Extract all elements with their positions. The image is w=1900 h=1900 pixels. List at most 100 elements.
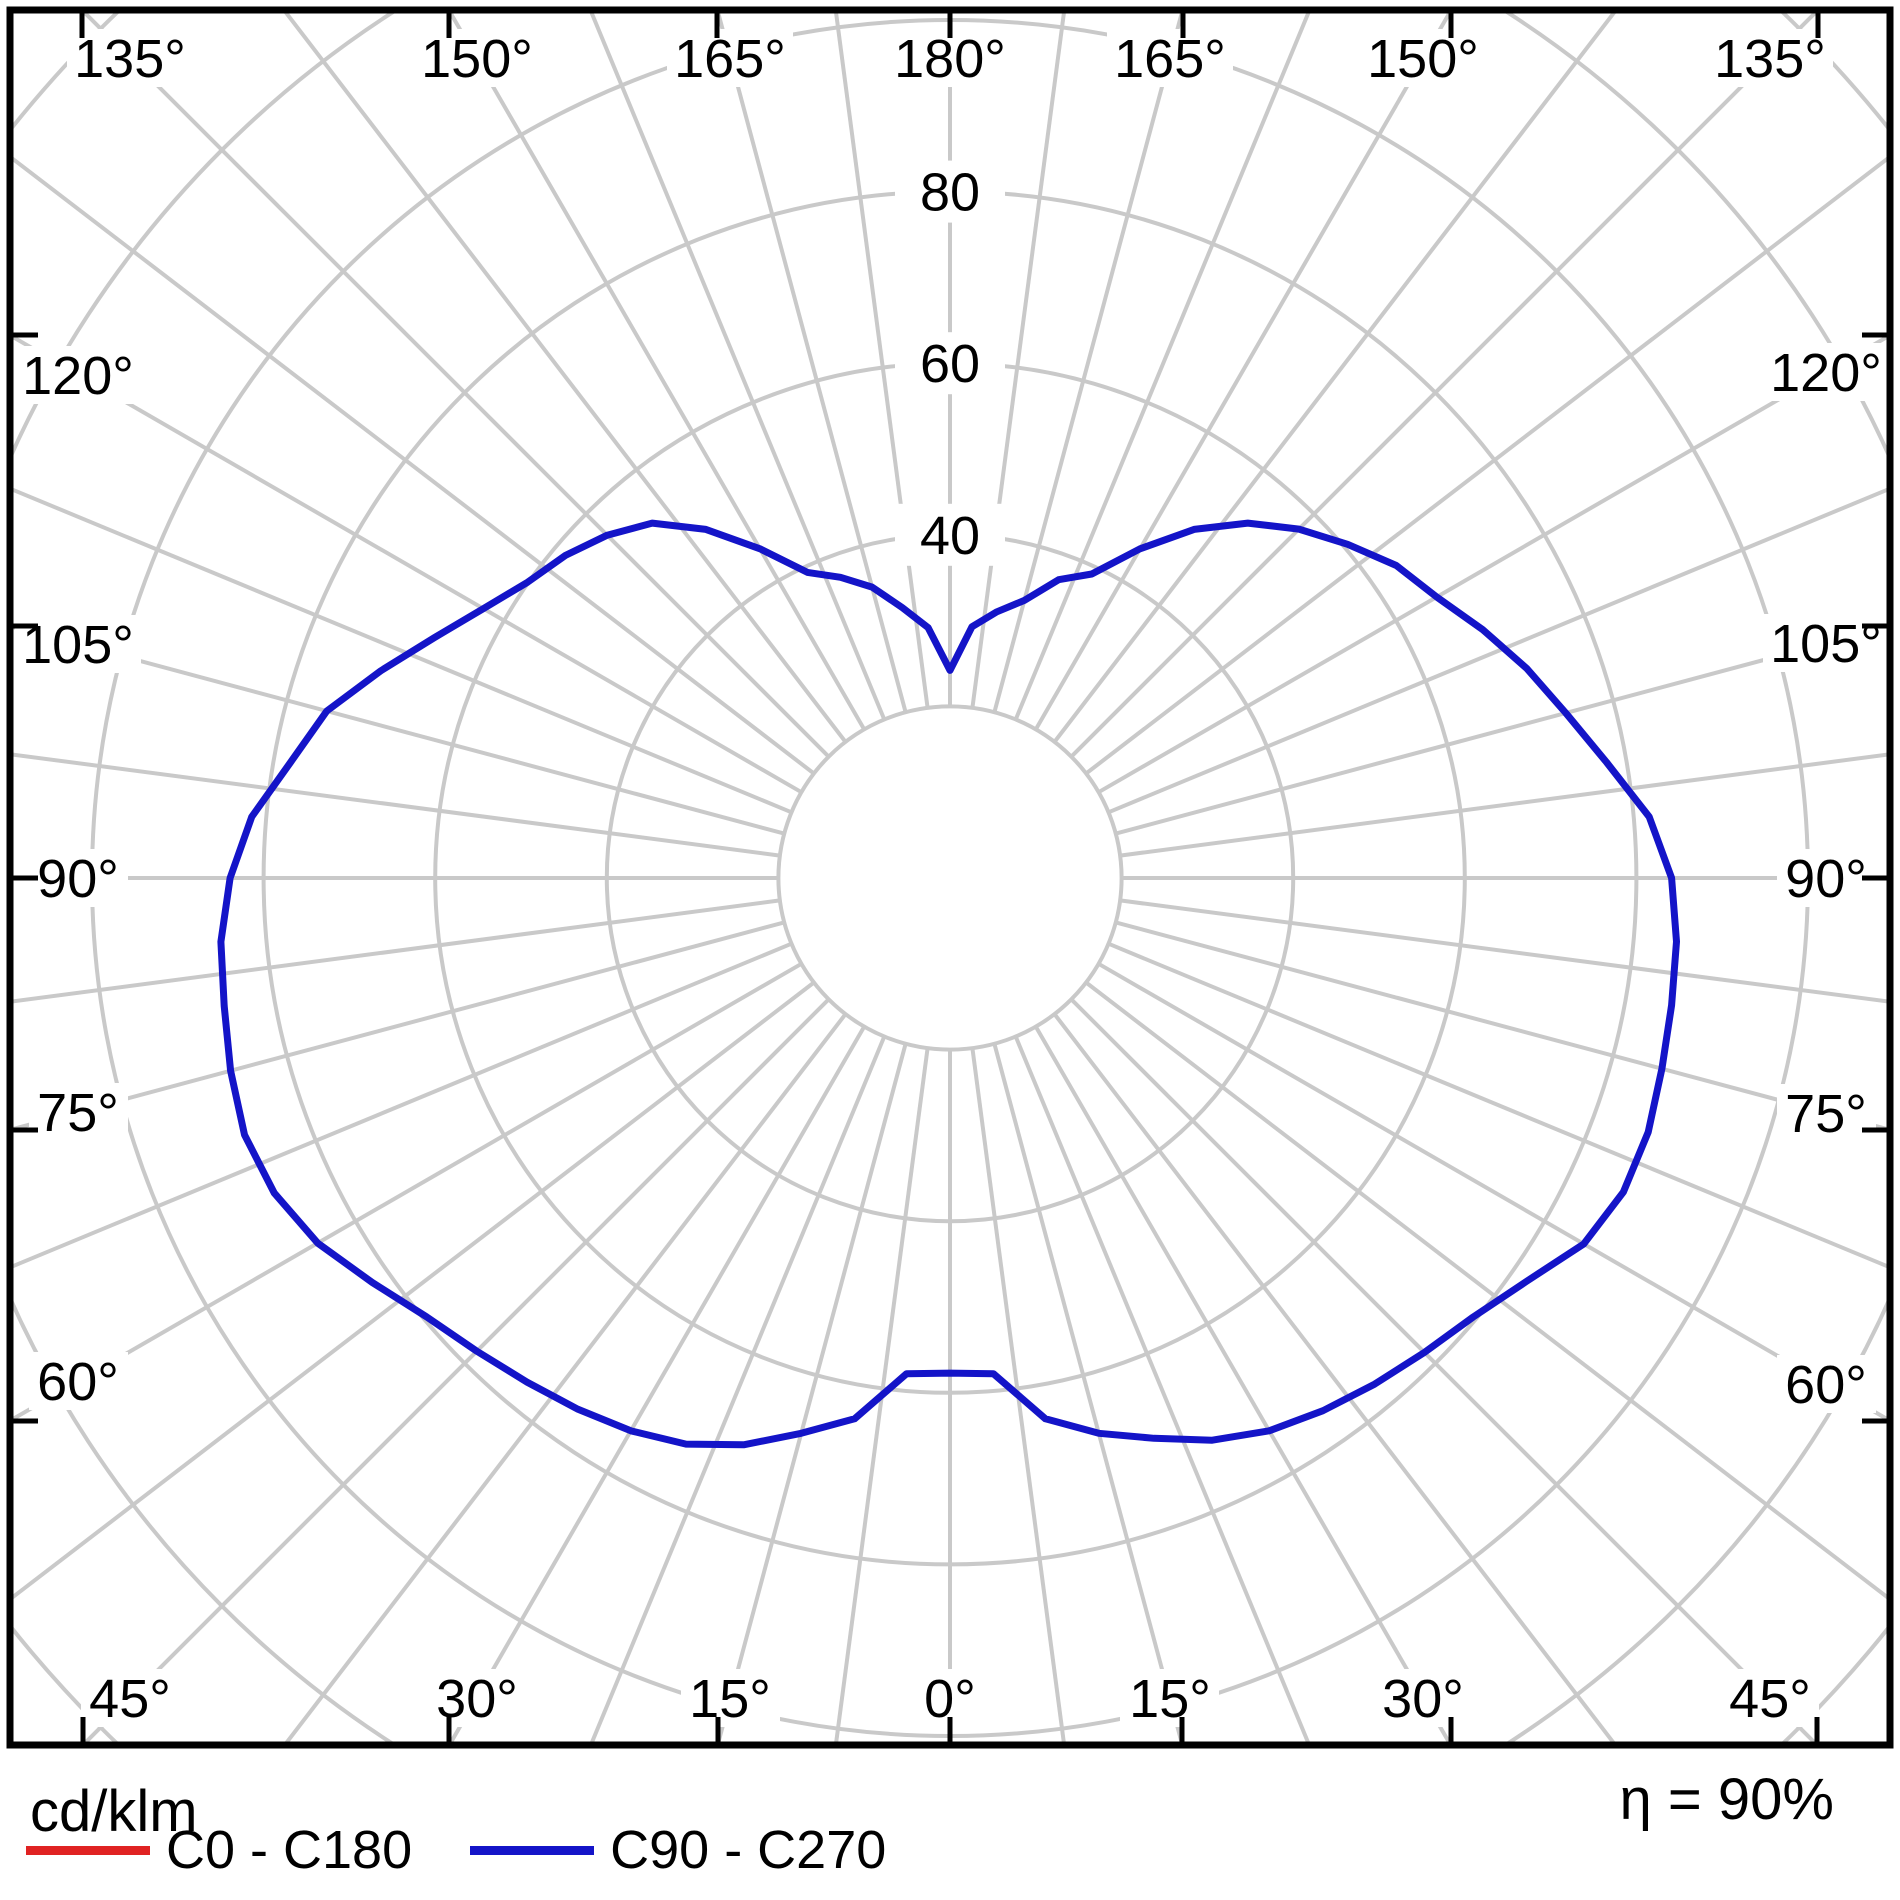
grid-spoke-225 xyxy=(79,10,831,759)
angle-label-halo xyxy=(681,1669,780,1727)
angle-label-150-right: 150° xyxy=(1367,29,1479,89)
angle-label-90-right: 90° xyxy=(1785,849,1867,909)
angle-label-135-left: 135° xyxy=(74,29,186,89)
angle-label-15-right: 15° xyxy=(1129,1669,1211,1729)
grid-spoke-135 xyxy=(1069,10,1821,759)
grid-spoke-217.5 xyxy=(281,10,848,744)
radial-tick-label-80: 80 xyxy=(920,163,980,223)
grid-spoke-142.5 xyxy=(1052,10,1619,744)
grid-spoke-172.5 xyxy=(970,10,1067,709)
grid-spoke-232.5 xyxy=(10,154,816,776)
grid-spoke-247.5 xyxy=(10,486,793,815)
grid-spoke-292.5 xyxy=(10,941,793,1270)
angle-label-180-right: 180° xyxy=(894,29,1006,89)
grid-spoke-37.5 xyxy=(1052,1012,1618,1745)
angle-label-halo xyxy=(1777,1355,1876,1413)
angle-label-75-left: 75° xyxy=(37,1083,119,1143)
grid-spoke-255 xyxy=(10,624,785,836)
grid-spoke-195 xyxy=(715,10,908,713)
angle-label-halo xyxy=(1707,29,1833,87)
grid-spoke-30 xyxy=(1034,1025,1453,1745)
grid-spoke-285 xyxy=(10,920,785,1132)
legend-label-c90-c270: C90 - C270 xyxy=(610,1820,887,1880)
grid-spoke-82.5 xyxy=(1119,898,1890,1004)
legend-label-c0-c180: C0 - C180 xyxy=(166,1820,413,1880)
radial-label-halo xyxy=(895,160,1005,223)
angle-label-halo xyxy=(427,1669,526,1727)
plot-border xyxy=(6,6,1894,1749)
angle-label-120-right: 120° xyxy=(1770,343,1882,403)
angle-label-45-right: 45° xyxy=(1729,1669,1811,1729)
radial-tick-labels: 40 60 80 xyxy=(895,160,1005,566)
grid-spoke-127.5 xyxy=(1084,154,1890,776)
legend-swatch-c90-c270 xyxy=(470,1845,595,1855)
grid-spoke-187.5 xyxy=(833,10,930,709)
unit-label: cd/klm xyxy=(30,1779,198,1844)
angle-label-165-right: 165° xyxy=(1114,29,1226,89)
angle-label-75-right: 75° xyxy=(1785,1084,1867,1144)
angle-label-halo xyxy=(81,1669,180,1727)
grid-spoke-307.5 xyxy=(10,980,816,1602)
angle-label-60-right: 60° xyxy=(1785,1355,1867,1415)
grid-spoke-277.5 xyxy=(10,898,781,1004)
angle-label-halo xyxy=(1107,29,1233,87)
angle-label-105-left: 105° xyxy=(22,615,134,675)
grid-spoke-337.5 xyxy=(588,1035,887,1745)
angle-label-120-left: 120° xyxy=(22,346,134,406)
c90-c270-curve xyxy=(217,519,1680,1449)
radial-tick-label-60: 60 xyxy=(920,334,980,394)
angle-label-halo xyxy=(1777,1084,1876,1142)
angle-label-15-left: 15° xyxy=(689,1669,771,1729)
angle-label-halo xyxy=(887,29,1013,87)
angle-label-halo xyxy=(1763,343,1889,401)
grid-spoke-112.5 xyxy=(1107,486,1890,815)
efficiency-label: η = 90% xyxy=(1619,1767,1834,1832)
grid-spoke-157.5 xyxy=(1013,10,1312,721)
grid-spoke-105 xyxy=(1115,624,1890,836)
angle-label-165-left: 165° xyxy=(674,29,786,89)
grid-spoke-352.5 xyxy=(833,1047,930,1745)
grid-spoke-202.5 xyxy=(588,10,887,721)
angle-label-halo xyxy=(29,1083,128,1141)
grid-spoke-240 xyxy=(10,332,803,794)
angle-label-halo xyxy=(1777,849,1876,907)
angle-label-halo xyxy=(414,29,540,87)
grid-spoke-97.5 xyxy=(1119,752,1890,858)
grid-spoke-300 xyxy=(10,962,803,1424)
grid-spoke-315 xyxy=(80,997,831,1745)
legend-item-c90-c270: C90 - C270 xyxy=(470,1818,886,1882)
radial-label-halo xyxy=(895,503,1005,566)
angle-label-halo xyxy=(15,346,141,404)
grid-spoke-22.5 xyxy=(1013,1035,1312,1745)
grid-spoke-75 xyxy=(1115,920,1890,1132)
grid-spoke-67.5 xyxy=(1107,941,1890,1270)
angle-label-60-left: 60° xyxy=(37,1352,119,1412)
angle-label-halo xyxy=(1374,1669,1473,1727)
grid-spoke-330 xyxy=(447,1025,866,1745)
legend: C0 - C180 C90 - C270 xyxy=(26,1818,886,1882)
angle-label-90-left: 90° xyxy=(37,849,119,909)
grid-spoke-322.5 xyxy=(282,1012,848,1745)
grid-spoke-15 xyxy=(992,1043,1185,1745)
angle-label-135-right: 135° xyxy=(1714,29,1826,89)
grid-spoke-165 xyxy=(992,10,1185,713)
angle-label-halo xyxy=(1360,29,1486,87)
grid-spoke-120 xyxy=(1097,332,1890,794)
grid-spoke-262.5 xyxy=(10,752,781,858)
angle-label-halo xyxy=(1720,1669,1819,1727)
angle-label-halo xyxy=(29,849,128,907)
angle-label-halo xyxy=(29,1352,128,1410)
angle-label-150-left: 150° xyxy=(421,29,533,89)
angle-label-45-left: 45° xyxy=(89,1669,171,1729)
angle-label-105-right: 105° xyxy=(1770,614,1882,674)
angle-label-halo xyxy=(1120,1669,1219,1727)
radial-label-halo xyxy=(895,332,1005,395)
angle-label-halo xyxy=(667,29,793,87)
grid-spoke-52.5 xyxy=(1084,980,1890,1602)
grid-spoke-345 xyxy=(715,1043,908,1745)
grid-spoke-7.5 xyxy=(970,1047,1067,1745)
legend-swatch-c0-c180 xyxy=(26,1845,150,1855)
